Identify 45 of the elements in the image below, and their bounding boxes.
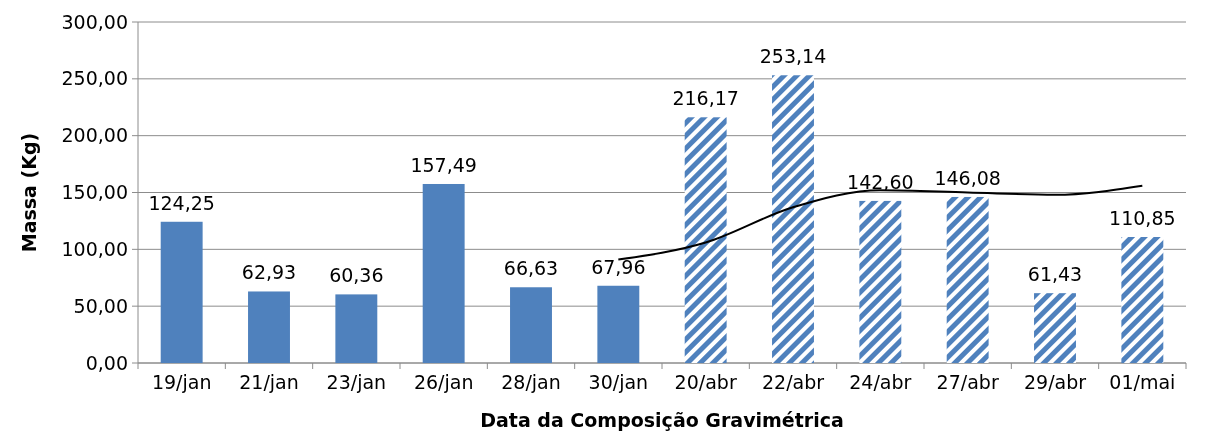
y-axis-title: Massa (Kg) — [18, 132, 40, 253]
data-label: 67,96 — [591, 255, 646, 278]
x-tick-label: 20/abr — [674, 371, 737, 393]
data-label: 66,63 — [503, 257, 559, 280]
x-tick-label: 29/abr — [1023, 371, 1087, 393]
data-label: 61,43 — [1027, 263, 1083, 286]
bar — [597, 285, 640, 363]
x-tick-label: 30/jan — [588, 371, 649, 393]
y-tick-label: 250,00 — [61, 67, 128, 90]
data-label: 60,36 — [329, 264, 384, 287]
y-tick-label: 300,00 — [61, 10, 128, 33]
bar — [335, 294, 378, 363]
x-tick-label: 28/jan — [501, 371, 561, 393]
data-label: 253,14 — [759, 45, 827, 68]
bar — [684, 117, 727, 363]
data-label: 124,25 — [148, 191, 215, 214]
data-label: 142,60 — [847, 170, 914, 193]
data-label: 110,85 — [1109, 207, 1176, 229]
bar — [859, 200, 902, 363]
x-axis-title: Data da Composição Gravimétrica — [480, 409, 844, 431]
x-tick-label: 27/abr — [936, 371, 999, 393]
data-label: 216,17 — [672, 87, 739, 110]
x-tick-label: 21/jan — [239, 371, 299, 393]
x-tick-label: 19/jan — [151, 371, 212, 393]
data-label: 62,93 — [241, 261, 297, 284]
bar — [1034, 293, 1076, 363]
bar — [422, 183, 465, 363]
data-label: 157,49 — [410, 153, 477, 176]
bar — [1121, 237, 1164, 363]
data-label: 146,08 — [934, 166, 1001, 189]
bar — [772, 75, 814, 363]
y-tick-label: 200,00 — [61, 124, 128, 147]
y-tick-label: 50,00 — [73, 294, 128, 317]
bar — [160, 221, 203, 363]
x-tick-label: 24/abr — [849, 371, 912, 393]
y-tick-label: 150,00 — [61, 181, 128, 204]
x-tick-label: 23/jan — [326, 371, 387, 393]
y-tick-label: 0,00 — [85, 351, 128, 374]
x-tick-label: 01/mai — [1109, 371, 1176, 393]
y-tick-label: 100,00 — [61, 237, 128, 260]
x-tick-label: 26/jan — [413, 371, 474, 393]
bar — [248, 291, 290, 363]
bar — [946, 196, 989, 363]
bar — [510, 287, 552, 363]
x-tick-label: 22/abr — [761, 371, 825, 393]
